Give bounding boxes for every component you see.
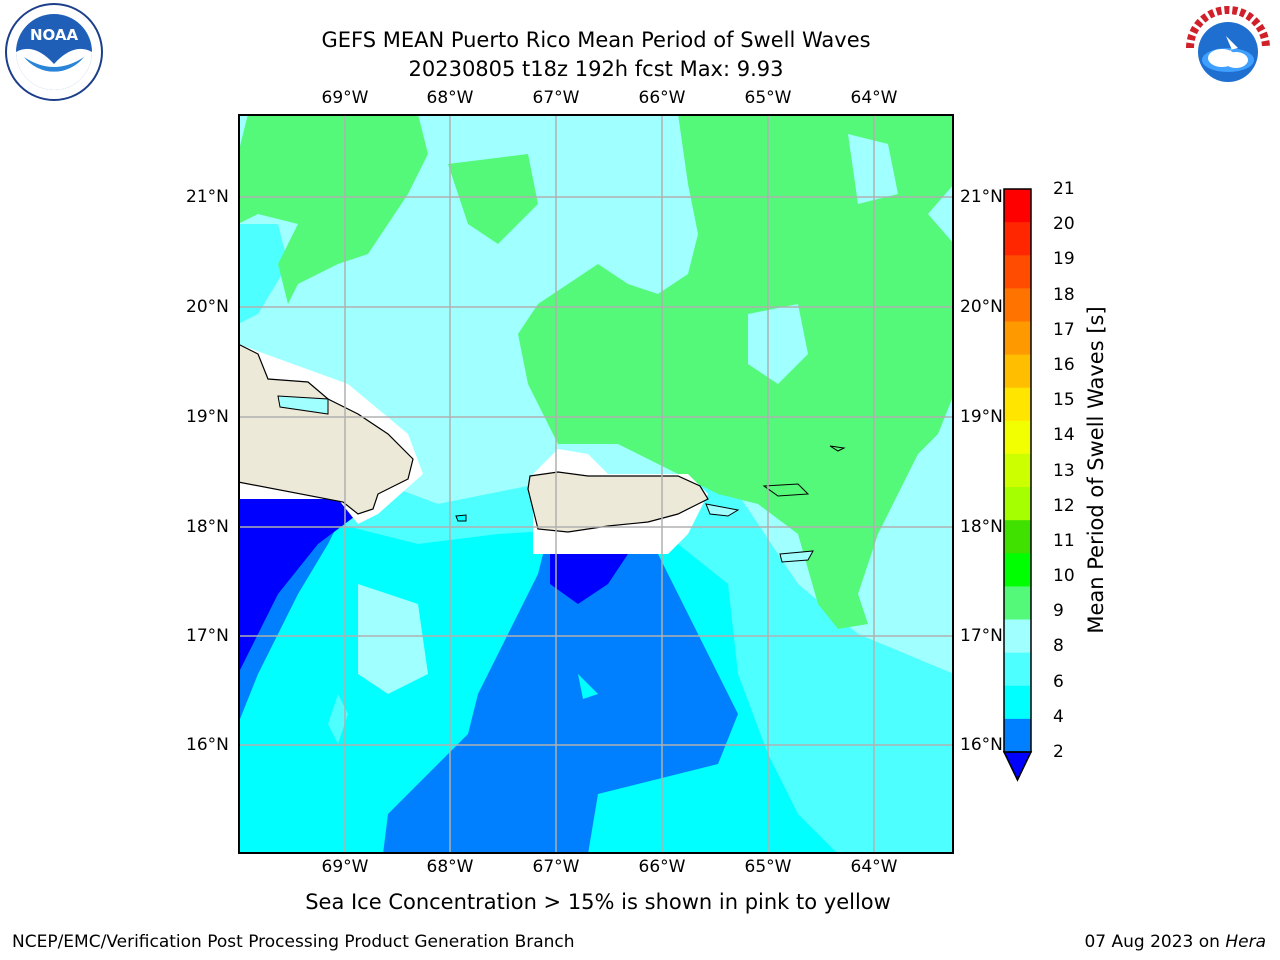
noaa-logo-icon: NOAA: [5, 3, 103, 101]
lon-label-bottom: 64°W: [850, 857, 898, 877]
lon-label-top: 67°W: [532, 88, 580, 108]
colorbar-swatch: [1004, 520, 1031, 554]
colorbar-extend-triangle: [1002, 751, 1033, 782]
colorbar-frame: [1003, 188, 1032, 753]
colorbar-swatch: [1004, 619, 1031, 654]
field-8-9: [358, 584, 428, 694]
colorbar-swatch: [1004, 718, 1031, 753]
map-title: GEFS MEAN Puerto Rico Mean Period of Swe…: [296, 26, 896, 84]
virgin-islands: [705, 503, 740, 517]
colorbar-swatch: [1004, 189, 1031, 223]
colorbar-tick-label: 11: [1053, 530, 1075, 551]
lat-label-right: 17°N: [960, 626, 1003, 646]
hispaniola-land: [238, 343, 414, 515]
st-croix: [779, 550, 814, 563]
lon-label-bottom: 69°W: [321, 857, 369, 877]
map-frame: [238, 114, 954, 854]
field-below-2: [550, 554, 628, 604]
lat-label-left: 19°N: [186, 407, 229, 427]
virgin-islands: [762, 483, 810, 497]
field-9-10: [448, 154, 538, 244]
field-6-8: [238, 224, 288, 324]
field-9-10: [518, 114, 954, 629]
colorbar-tick-label: 2: [1053, 742, 1064, 762]
hispaniola-north-coast: [277, 395, 329, 415]
colorbar-swatch: [1004, 321, 1031, 356]
colorbar-tick-label: 16: [1053, 354, 1075, 375]
colorbar-swatch: [1004, 387, 1031, 422]
colorbar-tick-label: 17: [1053, 319, 1075, 340]
lat-label-left: 18°N: [186, 517, 229, 537]
colorbar-tick-label: 14: [1053, 425, 1075, 446]
colorbar-swatches: [1004, 189, 1031, 753]
lat-label-right: 20°N: [960, 297, 1003, 317]
colorbar-swatch: [1004, 354, 1031, 389]
colorbar-tick-label: 19: [1053, 249, 1075, 270]
nws-logo-icon: [1182, 4, 1274, 96]
colorbar-tick-label: 12: [1053, 495, 1075, 516]
sea-ice-note: Sea Ice Concentration > 15% is shown in …: [305, 890, 891, 914]
lon-label-bottom: 67°W: [532, 857, 580, 877]
colorbar-swatch: [1004, 420, 1031, 455]
noaa-logo-text: NOAA: [30, 26, 79, 44]
colorbar-swatch: [1004, 553, 1031, 587]
lat-label-left: 20°N: [186, 297, 229, 317]
colorbar-swatch: [1004, 255, 1031, 289]
puerto-rico-land: [527, 471, 709, 533]
lat-label-left: 17°N: [186, 626, 229, 646]
anegada: [829, 445, 846, 452]
lat-label-right: 21°N: [960, 187, 1003, 207]
footer-date-text: 07 Aug 2023 on: [1084, 932, 1220, 952]
mona-island: [455, 514, 467, 522]
lon-label-top: 64°W: [850, 88, 898, 108]
field-6-8: [328, 694, 348, 744]
lat-label-left: 16°N: [186, 735, 229, 755]
lat-label-right: 16°N: [960, 735, 1003, 755]
colorbar-swatch: [1004, 222, 1031, 256]
field-below-2: [238, 499, 358, 674]
footer-date: 07 Aug 2023 on Hera: [1084, 932, 1266, 952]
colorbar-swatch: [1004, 652, 1031, 687]
field-9-10: [238, 114, 428, 304]
lat-label-right: 19°N: [960, 407, 1003, 427]
field-8-9: [748, 304, 808, 384]
lon-label-bottom: 68°W: [426, 857, 474, 877]
lon-label-bottom: 66°W: [638, 857, 686, 877]
colorbar-tick-label: 10: [1053, 566, 1075, 587]
footer-branch: NCEP/EMC/Verification Post Processing Pr…: [12, 932, 575, 952]
map-gridlines: [238, 114, 954, 854]
lon-label-top: 68°W: [426, 88, 474, 108]
colorbar-tick-label: 15: [1053, 390, 1075, 411]
field-2-4: [383, 534, 738, 854]
colorbar-tick-label: 18: [1053, 284, 1075, 305]
colorbar-swatch: [1004, 453, 1031, 488]
colorbar-tick-label: 4: [1053, 706, 1064, 727]
lon-label-bottom: 65°W: [744, 857, 792, 877]
title-line-2: 20230805 t18z 192h fcst Max: 9.93: [408, 57, 784, 81]
colorbar-swatch: [1004, 288, 1031, 322]
lat-label-left: 21°N: [186, 187, 229, 207]
colorbar: [1002, 188, 1033, 782]
colorbar-title: Mean Period of Swell Waves [s]: [1084, 306, 1108, 634]
colorbar-tick-label: 6: [1053, 671, 1064, 692]
field-8-9: [848, 134, 898, 204]
swell-period-map: [238, 114, 954, 854]
lon-label-top: 65°W: [744, 88, 792, 108]
colorbar-swatch: [1004, 586, 1031, 621]
colorbar-tick-label: 9: [1053, 601, 1064, 622]
lon-label-top: 66°W: [638, 88, 686, 108]
lon-label-top: 69°W: [321, 88, 369, 108]
footer-machine: Hera: [1225, 932, 1266, 952]
colorbar-swatch: [1004, 487, 1031, 521]
colorbar-tick-label: 8: [1053, 636, 1064, 657]
colorbar-tick-label: 13: [1053, 460, 1075, 481]
colorbar-tick-label: 20: [1053, 214, 1075, 235]
title-line-1: GEFS MEAN Puerto Rico Mean Period of Swe…: [321, 28, 871, 52]
colorbar-tick-label: 21: [1053, 179, 1075, 199]
field-4-6: [578, 674, 598, 699]
colorbar-swatch: [1004, 685, 1031, 720]
lat-label-right: 18°N: [960, 517, 1003, 537]
